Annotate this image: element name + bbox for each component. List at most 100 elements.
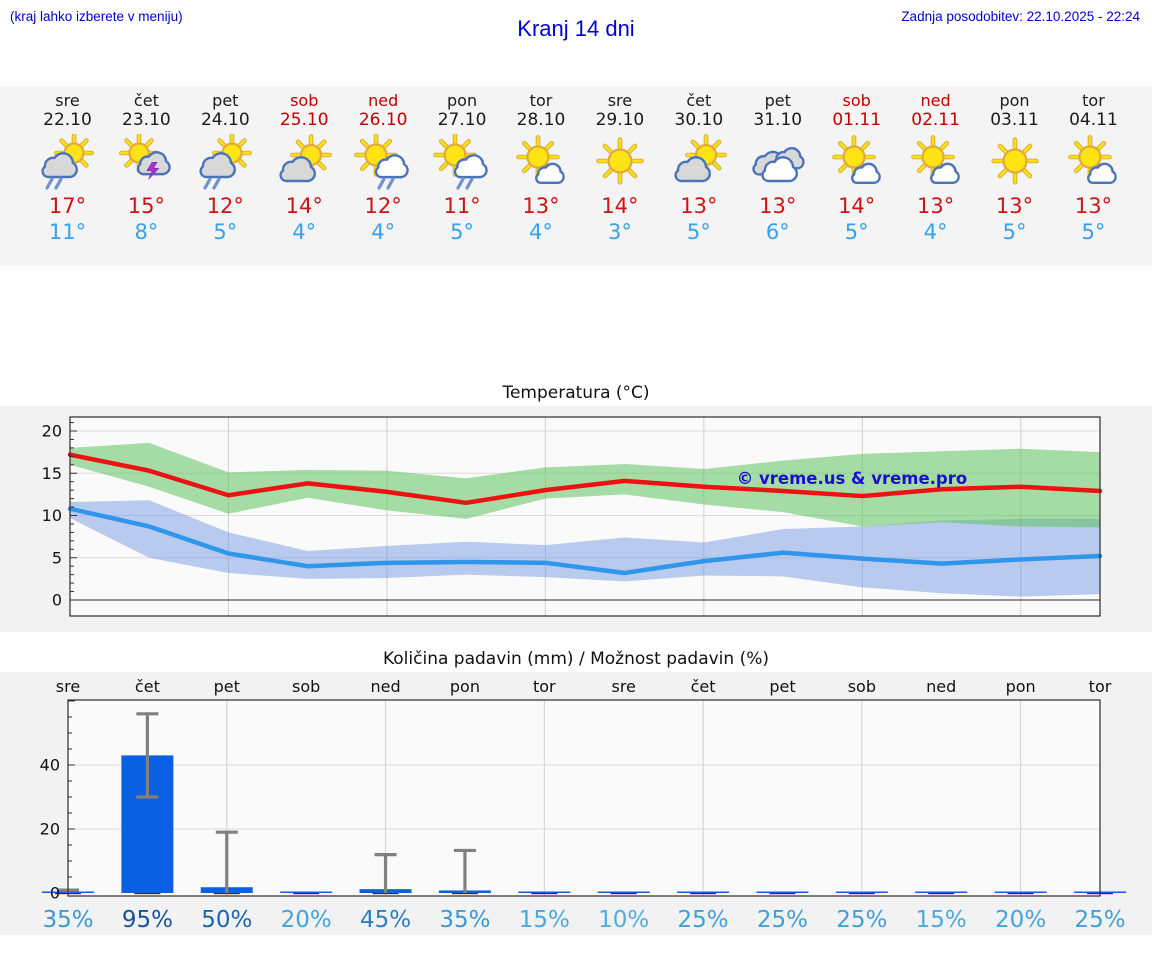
day-max-temp: 13° — [995, 194, 1034, 218]
day-max-temp: 13° — [916, 194, 955, 218]
precip-probability-label: 15% — [916, 907, 967, 933]
forecast-day-column: pet 31.10 13° 6° — [738, 86, 817, 266]
precip-probability-label: 20% — [995, 907, 1046, 933]
day-min-temp: 5° — [450, 220, 474, 244]
svg-text:40: 40 — [40, 756, 60, 775]
precip-probability-label: 25% — [836, 907, 887, 933]
forecast-strip: sre 22.10 17° 11° čet 23.10 15° 8° pet 24.10 12° 5°… — [0, 86, 1152, 266]
precip-day-label: ned — [370, 677, 400, 696]
day-name: pet — [212, 91, 239, 110]
forecast-day-column: pon 27.10 11° 5° — [423, 86, 502, 266]
day-name: tor — [529, 91, 553, 110]
precip-bar — [915, 891, 968, 893]
forecast-day-column: tor 28.10 13° 4° — [502, 86, 581, 266]
precip-day-label: tor — [1089, 677, 1112, 696]
temperature-chart-title: Temperatura (°C) — [502, 383, 650, 403]
sun-icon — [596, 137, 644, 185]
page-title: Kranj 14 dni — [517, 16, 635, 41]
day-max-temp: 13° — [680, 194, 718, 218]
sun-white-cloud-rain-icon — [354, 134, 409, 190]
precip-probability-label: 15% — [519, 907, 570, 933]
precip-day-label: tor — [533, 677, 556, 696]
forecast-day-column: pon 03.11 13° 5° — [975, 86, 1054, 266]
precip-probability-label: 25% — [678, 907, 729, 933]
day-max-temp: 14° — [285, 194, 323, 218]
svg-text:0: 0 — [50, 884, 60, 903]
day-max-temp: 13° — [1074, 194, 1113, 218]
svg-text:5: 5 — [52, 548, 62, 567]
sun-cloud-rain-icon — [41, 134, 95, 190]
temperature-chart: 0 5 10 15 20 © vreme.us & vreme.pro — [0, 406, 1152, 636]
day-name: pon — [447, 91, 478, 110]
location-menu-hint: (kraj lahko izberete v meniju) — [10, 9, 183, 24]
sun-icon — [990, 137, 1039, 185]
precip-probability-label: 45% — [360, 907, 411, 933]
day-min-temp: 3° — [607, 220, 632, 244]
forecast-day-column: sre 29.10 14° 3° — [580, 86, 659, 266]
precip-probability-label: 35% — [439, 907, 490, 933]
day-name: pet — [764, 91, 791, 110]
day-date: 03.11 — [990, 110, 1039, 130]
day-name: ned — [368, 91, 399, 110]
day-name: čet — [133, 91, 159, 110]
day-max-temp: 12° — [364, 194, 402, 218]
day-min-temp: 5° — [844, 220, 869, 244]
precip-day-label: čet — [691, 677, 716, 696]
cloudy-icon — [752, 147, 805, 183]
day-date: 24.10 — [200, 110, 250, 130]
precip-bar — [835, 891, 888, 893]
precip-day-label: sob — [848, 677, 876, 696]
precip-bar — [597, 891, 650, 893]
precip-probability-label: 25% — [1074, 907, 1125, 933]
precip-day-label: pet — [769, 677, 795, 696]
precip-day-label: pon — [450, 677, 480, 696]
day-name: ned — [920, 91, 951, 110]
forecast-day-column: čet 30.10 13° 5° — [659, 86, 738, 266]
day-min-temp: 5° — [1081, 220, 1106, 244]
day-min-temp: 4° — [371, 220, 396, 244]
forecast-day-column: sob 25.10 14° 4° — [265, 86, 344, 266]
day-date: 04.11 — [1069, 110, 1118, 130]
day-min-temp: 4° — [292, 220, 317, 244]
day-max-temp: 13° — [522, 194, 560, 218]
forecast-day-column: sob 01.11 14° 5° — [817, 86, 896, 266]
day-min-temp: 8° — [134, 220, 159, 244]
sun-cloud-rain-icon — [199, 134, 253, 190]
sun-cloud-icon — [279, 134, 333, 183]
day-date: 29.10 — [595, 110, 645, 130]
svg-text:10: 10 — [42, 506, 62, 525]
forecast-day-column: ned 02.11 13° 4° — [896, 86, 975, 266]
day-min-temp: 11° — [48, 220, 87, 244]
day-name: pon — [999, 91, 1030, 110]
forecast-strip-columns: sre 22.10 17° 11° čet 23.10 15° 8° pet 24.10 12° 5°… — [28, 86, 1133, 266]
precip-bar — [280, 891, 333, 893]
sun-cloud-icon — [674, 134, 727, 183]
precip-probability-label: 50% — [201, 907, 252, 933]
forecast-day-column: sre 22.10 17° 11° — [28, 86, 107, 266]
precip-bar — [677, 891, 730, 893]
sun-small-cloud-icon — [516, 135, 565, 185]
day-name: čet — [686, 91, 712, 110]
forecast-day-column: pet 24.10 12° 5° — [186, 86, 265, 266]
precip-bar — [518, 891, 571, 893]
day-name: tor — [1082, 91, 1105, 110]
day-name: sob — [842, 91, 871, 110]
svg-text:0: 0 — [52, 591, 62, 610]
day-min-temp: 5° — [686, 220, 711, 244]
day-date: 30.10 — [674, 110, 724, 130]
precip-bar — [756, 891, 809, 893]
day-min-temp: 4° — [529, 220, 553, 244]
precip-day-label: sob — [292, 677, 320, 696]
day-date: 27.10 — [437, 110, 487, 130]
day-date: 26.10 — [358, 110, 408, 130]
precip-day-label: pon — [1006, 677, 1036, 696]
sun-white-cloud-rain-icon — [433, 134, 488, 190]
day-date: 28.10 — [516, 110, 566, 130]
day-max-temp: 12° — [206, 194, 244, 218]
day-max-temp: 15° — [127, 194, 165, 218]
watermark: © vreme.us & vreme.pro — [737, 469, 967, 488]
day-min-temp: 5° — [1002, 220, 1027, 244]
day-max-temp: 11° — [443, 194, 481, 218]
day-max-temp: 14° — [601, 194, 639, 218]
precip-day-label: pet — [214, 677, 240, 696]
